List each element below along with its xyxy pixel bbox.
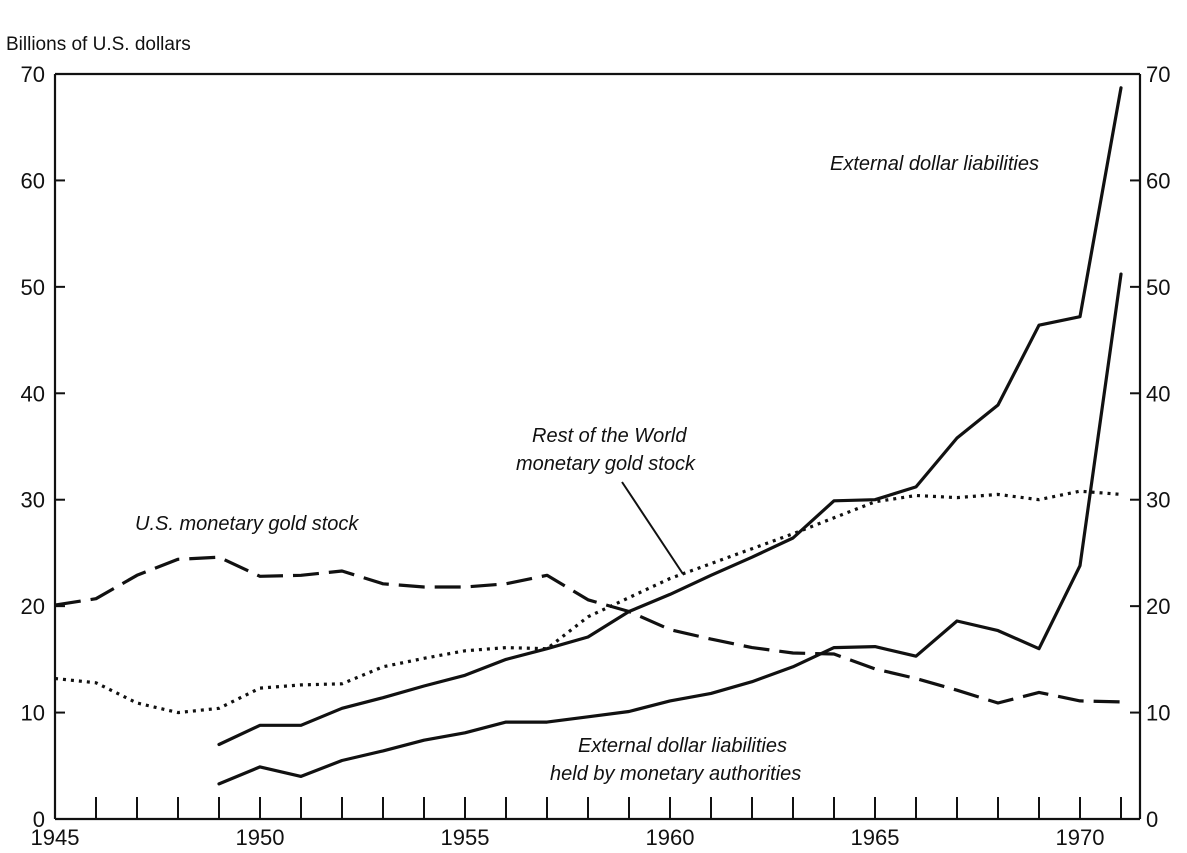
y-tick-label-right: 70 (1146, 62, 1170, 87)
series-line-1 (54, 489, 1122, 715)
ticks-group: 0 0 10 10 20 20 30 30 40 40 50 50 60 60 70 70 1945 1950 19… (21, 62, 1171, 850)
y-tick-label-left: 30 (21, 488, 45, 513)
y-tick-label-right: 20 (1146, 594, 1170, 619)
annotation-held-by-authorities-line2: held by monetary authorities (550, 763, 801, 785)
annotation-leader-line (621, 481, 684, 575)
series-group (54, 86, 1123, 786)
y-tick-label-right: 30 (1146, 488, 1170, 513)
axes-group (53, 72, 1142, 821)
y-tick-label-right: 0 (1146, 807, 1158, 832)
annotations-group: External dollar liabilities Rest of the … (135, 153, 1039, 785)
y-tick-label-left: 10 (21, 701, 45, 726)
annotation-rest-of-world-line2: monetary gold stock (516, 453, 696, 475)
y-tick-label-left: 20 (21, 594, 45, 619)
y-tick-label-left: 50 (21, 275, 45, 300)
x-tick-label: 1955 (441, 825, 490, 850)
y-tick-label-left: 40 (21, 381, 45, 406)
y-axis-unit-label: Billions of U.S. dollars (6, 34, 191, 55)
annotation-external-liabilities: External dollar liabilities (830, 153, 1039, 175)
annotation-us-gold-stock: U.S. monetary gold stock (135, 513, 359, 535)
y-tick-label-right: 10 (1146, 701, 1170, 726)
y-tick-label-right: 60 (1146, 168, 1170, 193)
x-tick-label: 1965 (851, 825, 900, 850)
y-tick-label-right: 40 (1146, 381, 1170, 406)
series-line-2 (217, 86, 1123, 747)
series-line-3 (217, 272, 1123, 786)
x-tick-label: 1945 (31, 825, 80, 850)
y-tick-label-left: 60 (21, 168, 45, 193)
x-tick-label: 1960 (646, 825, 695, 850)
annotation-rest-of-world-line1: Rest of the World (532, 425, 687, 447)
series-line-0 (54, 555, 1122, 705)
annotation-held-by-authorities-line1: External dollar liabilities (578, 735, 787, 757)
x-tick-label: 1970 (1056, 825, 1105, 850)
y-tick-label-right: 50 (1146, 275, 1170, 300)
x-tick-label: 1950 (236, 825, 285, 850)
y-tick-label-left: 70 (21, 62, 45, 87)
y-tick-label-left: 0 (33, 807, 45, 832)
